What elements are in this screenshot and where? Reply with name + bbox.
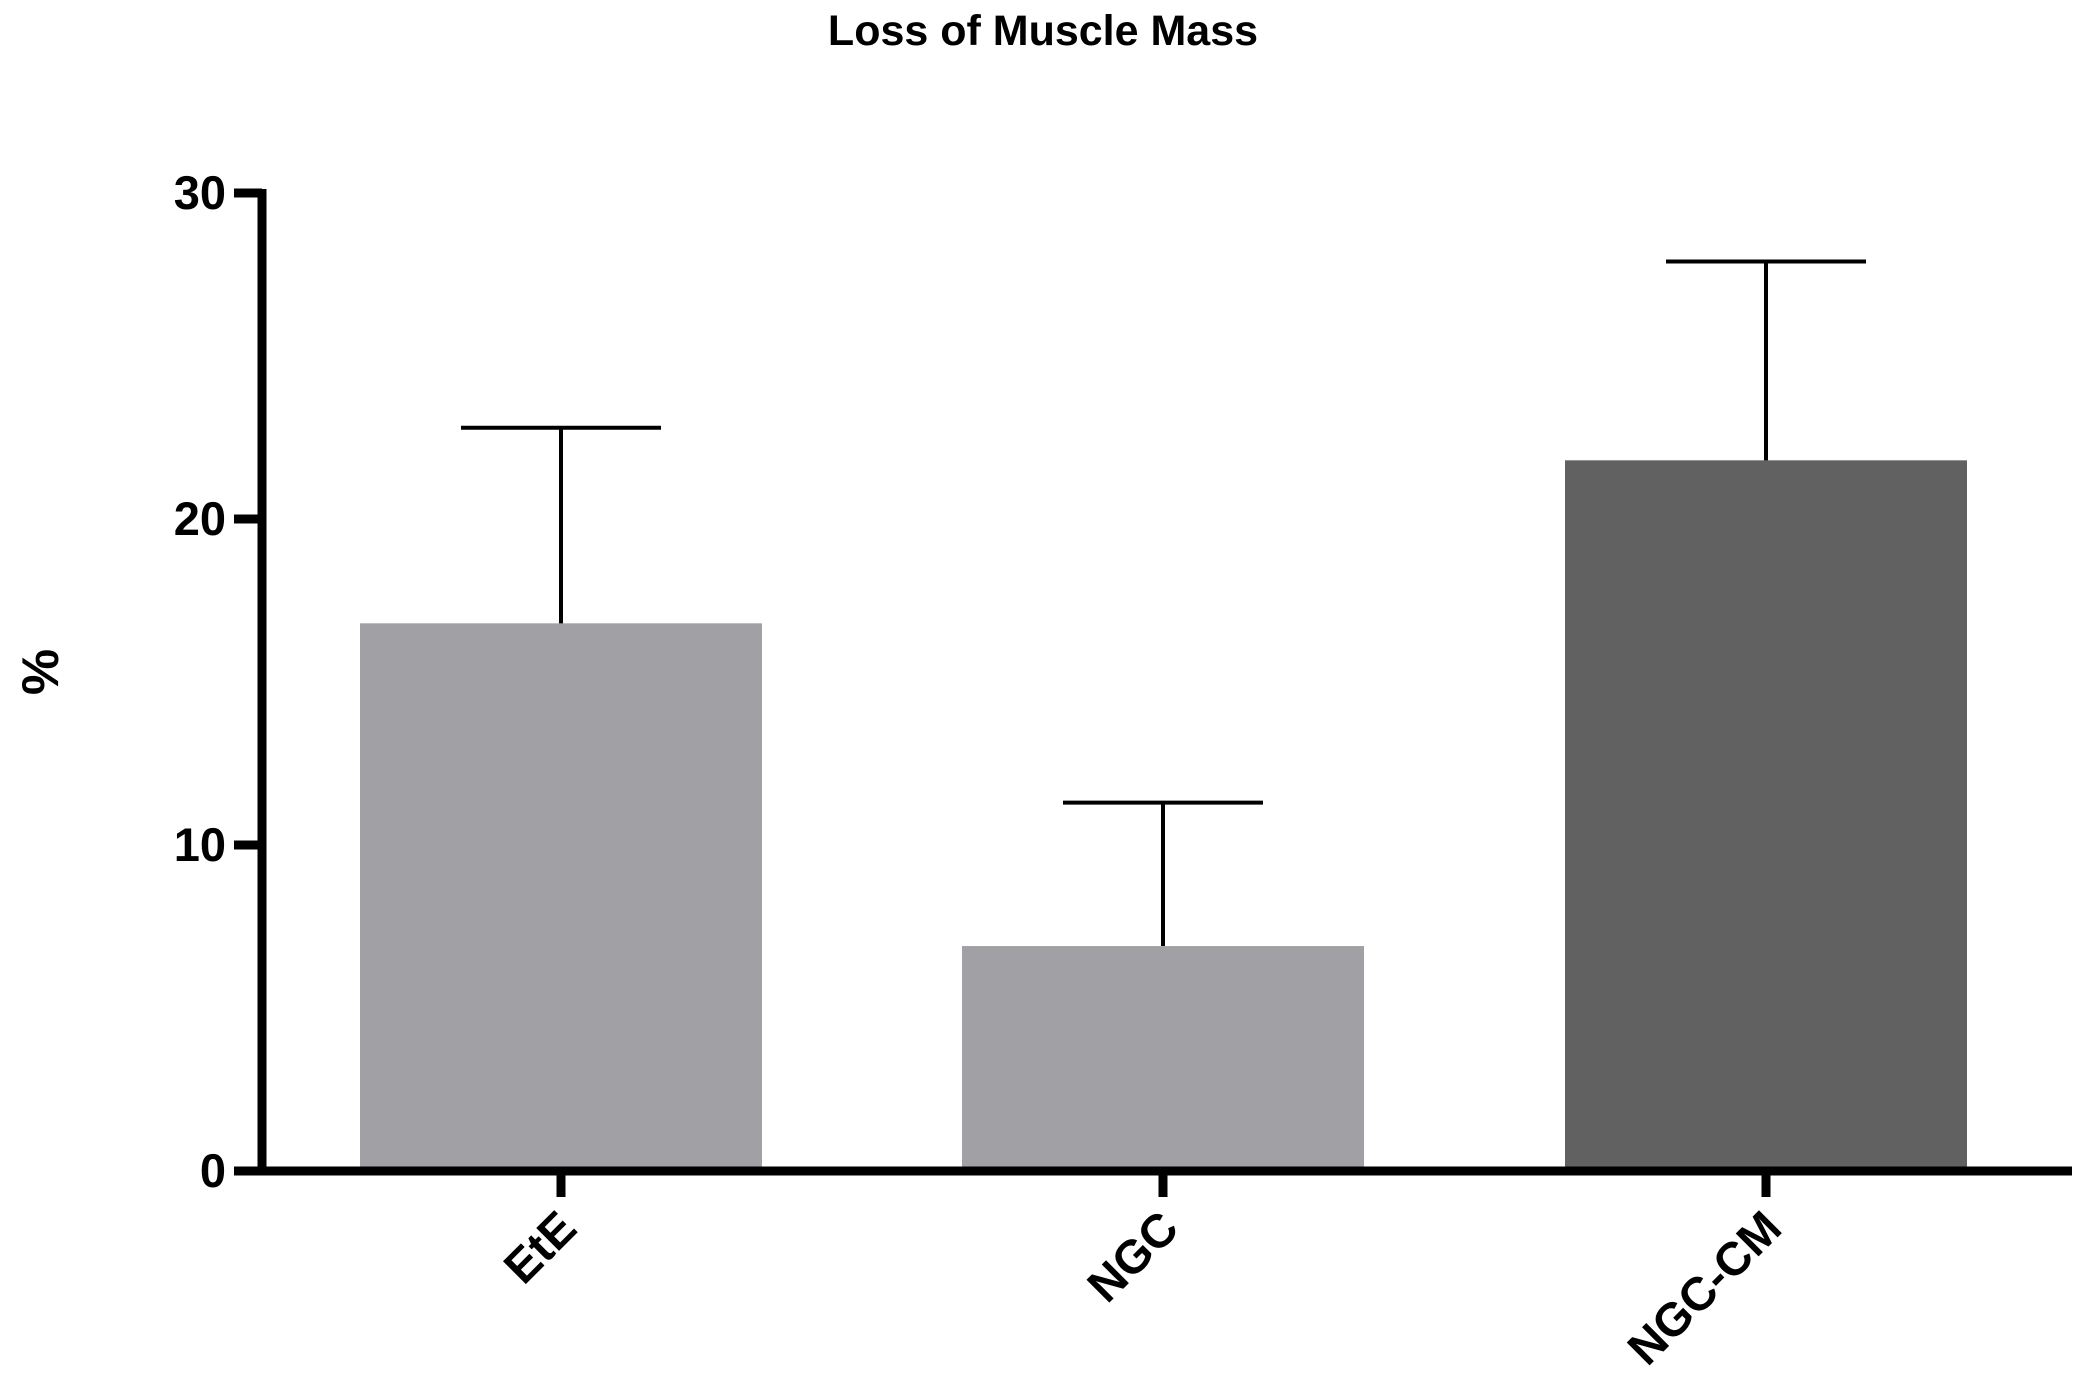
chart-title: Loss of Muscle Mass	[828, 7, 1258, 55]
x-tick-label-ngc-cm: NGC-CM	[1617, 1201, 1791, 1375]
x-tick-label-ngc: NGC	[1077, 1201, 1188, 1312]
y-tick-label-10: 10	[174, 818, 226, 871]
y-tick-label-20: 20	[174, 492, 226, 545]
y-tick-label-30: 30	[174, 166, 226, 219]
bar-ete	[360, 623, 762, 1171]
y-tick-label-0: 0	[200, 1144, 226, 1197]
y-axis-label: %	[12, 649, 70, 695]
bar-ngc	[962, 946, 1364, 1171]
plot-area: 0 10 20 30 EtE NGC NGC-CM	[174, 166, 2072, 1375]
x-tick-label-ete: EtE	[493, 1201, 586, 1294]
bar-ngc-cm	[1565, 460, 1967, 1171]
